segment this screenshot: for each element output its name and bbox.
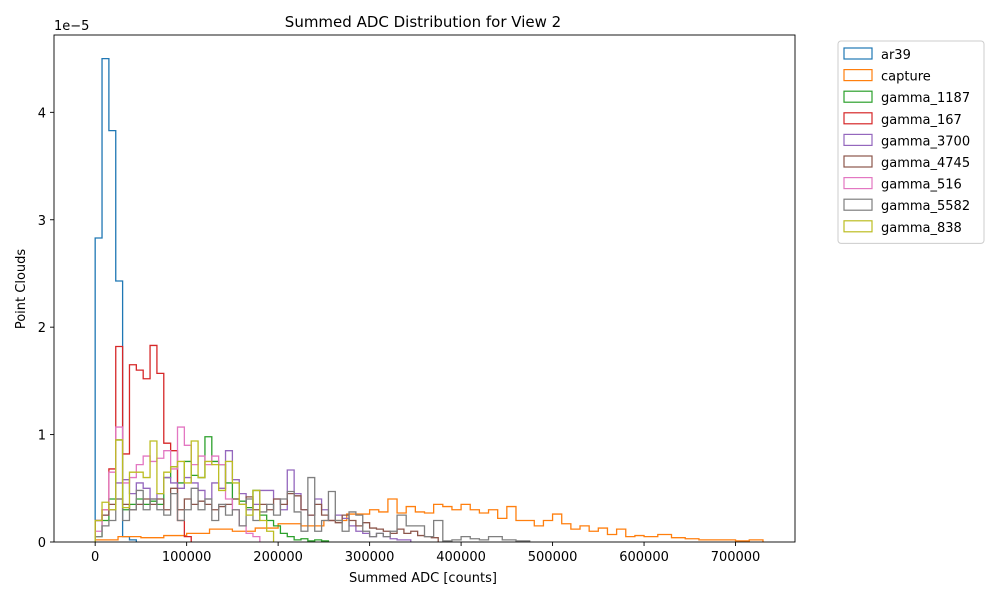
legend-swatch (843, 112, 873, 125)
x-tick-label: 200000 (253, 550, 303, 565)
x-tick-label: 0 (91, 550, 99, 565)
x-tick-label: 500000 (528, 550, 578, 565)
x-tick-label: 300000 (345, 550, 395, 565)
legend-label: gamma_3700 (881, 134, 970, 149)
legend-swatch (843, 90, 873, 103)
series-gamma_3700 (94, 450, 412, 542)
legend-swatch (843, 198, 873, 211)
x-axis: 0 100000 200000 300000 400000 500000 600000 700… (91, 542, 760, 565)
y-tick-label: 4 (38, 106, 46, 121)
series-ar39 (94, 57, 137, 542)
legend: ar39 capture gamma_1187 gamma_167 gamma_3700… (837, 40, 985, 244)
chart-title: Summed ADC Distribution for View 2 (285, 13, 561, 31)
legend-label: gamma_4745 (881, 156, 970, 171)
y-tick-label: 2 (38, 321, 46, 336)
legend-label: gamma_516 (881, 178, 962, 193)
legend-swatch (843, 133, 873, 146)
y-offset-label: 1e−5 (54, 19, 89, 34)
x-tick-label: 700000 (711, 550, 761, 565)
legend-swatch (843, 155, 873, 168)
series-gamma_1187 (94, 436, 330, 542)
legend-label: ar39 (881, 48, 911, 63)
y-tick-label: 3 (38, 214, 46, 229)
legend-label: gamma_838 (881, 221, 962, 236)
plot-area (94, 57, 764, 542)
y-axis-title: Point Clouds (14, 249, 29, 330)
legend-label: gamma_167 (881, 113, 962, 128)
legend-swatch (843, 47, 873, 60)
legend-swatch (843, 220, 873, 233)
legend-label: gamma_1187 (881, 91, 970, 106)
series-gamma_5582 (94, 476, 531, 542)
x-tick-label: 600000 (619, 550, 669, 565)
y-tick-label: 1 (38, 429, 46, 444)
legend-swatch (843, 177, 873, 190)
x-tick-label: 400000 (436, 550, 486, 565)
series-gamma_516 (94, 426, 261, 542)
y-tick-label: 0 (38, 536, 46, 551)
legend-swatch (843, 68, 873, 82)
y-axis: 0 1 2 3 4 (38, 106, 54, 551)
legend-label: capture (881, 70, 931, 85)
x-axis-title: Summed ADC [counts] (349, 571, 497, 586)
series-gamma_838 (94, 439, 275, 542)
legend-label: gamma_5582 (881, 199, 970, 214)
legend-box (837, 40, 985, 244)
x-tick-label: 100000 (162, 550, 212, 565)
axes-frame (53, 34, 796, 543)
